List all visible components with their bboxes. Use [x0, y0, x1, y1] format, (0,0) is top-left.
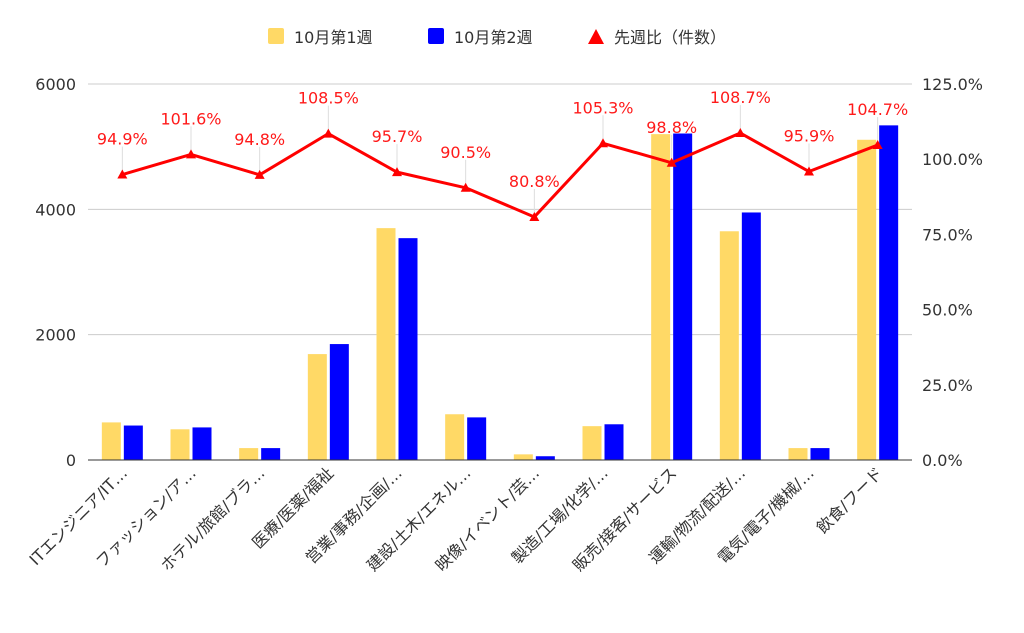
bar-1 [445, 414, 465, 460]
y-right-tick-label: 100.0% [922, 150, 983, 169]
bar-2 [535, 456, 555, 460]
ratio-data-label: 80.8% [509, 172, 560, 191]
ratio-data-label: 108.5% [298, 89, 359, 108]
ratio-data-label: 94.8% [234, 130, 285, 149]
axes: 0 2000 4000 6000 0.0% 25.0% 50.0% 75.0% 100.0% 12… [26, 75, 983, 575]
legend-label: 10月第2週 [454, 28, 533, 47]
bar-2 [329, 344, 349, 460]
ratio-line-series [117, 105, 883, 221]
bar-2 [604, 424, 624, 460]
legend-swatch [588, 29, 604, 44]
ratio-point [804, 166, 814, 176]
ratio-data-label: 105.3% [572, 98, 633, 117]
bar-2 [673, 133, 693, 461]
ratio-point [529, 211, 540, 221]
ratio-data-label: 98.8% [646, 118, 697, 137]
ratio-point [460, 182, 471, 192]
bar-2 [467, 417, 487, 460]
ratio-point [186, 149, 196, 159]
y-right-tick-label: 75.0% [922, 225, 973, 244]
bar-2 [741, 212, 761, 460]
bar-1 [719, 231, 739, 460]
bar-2 [192, 427, 212, 460]
ratio-point [735, 128, 746, 138]
y-right-tick-label: 25.0% [922, 376, 973, 395]
bar-1 [307, 354, 327, 460]
ratio-point [117, 169, 128, 179]
data-labels: 94.9% 101.6% 94.8% 108.5% 95.7% 90.5% 80.8% 105… [97, 88, 908, 191]
ratio-data-label: 108.7% [710, 88, 771, 107]
y-right-tick-label: 0.0% [922, 451, 963, 470]
bar-1 [857, 139, 877, 461]
ratio-data-label: 95.9% [784, 127, 835, 146]
y-right-tick-label: 125.0% [922, 75, 983, 94]
ratio-point [323, 128, 334, 138]
ratio-point [598, 138, 608, 148]
bar-1 [788, 448, 808, 460]
legend-swatch [428, 28, 444, 44]
bar-2 [810, 448, 830, 460]
bar-1 [651, 134, 671, 460]
ratio-point [666, 157, 677, 167]
bar-2 [123, 425, 143, 460]
bar-1 [582, 426, 602, 460]
legend-label: 先週比（件数） [614, 28, 726, 47]
ratio-point [872, 140, 883, 150]
ratio-point [392, 167, 402, 177]
bar-1 [239, 448, 259, 460]
ratio-data-label: 94.9% [97, 130, 148, 149]
ratio-data-label: 104.7% [847, 100, 908, 119]
ratio-data-label: 90.5% [440, 143, 491, 162]
ratio-data-label: 101.6% [160, 109, 221, 128]
bar-2 [398, 238, 418, 460]
legend-label: 10月第1週 [294, 28, 373, 47]
legend-swatch [268, 28, 284, 44]
bar-2 [879, 125, 899, 461]
bar-1 [101, 422, 121, 460]
y-right-tick-label: 50.0% [922, 301, 973, 320]
bar-2 [261, 448, 281, 460]
x-category-label: 飲食/フード [813, 463, 887, 537]
ratio-line [121, 131, 879, 219]
bars [101, 125, 899, 461]
y-left-tick-label: 2000 [35, 326, 76, 345]
bar-1 [170, 429, 190, 460]
bar-1 [376, 228, 396, 460]
legend: 10月第1週 10月第2週 先週比（件数） [268, 28, 726, 47]
y-left-tick-label: 6000 [35, 75, 76, 94]
bar-1 [513, 454, 533, 460]
y-left-tick-label: 0 [66, 451, 76, 470]
ratio-point [254, 169, 265, 179]
gridlines [88, 83, 912, 336]
ratio-data-label: 95.7% [372, 127, 423, 146]
y-left-tick-label: 4000 [35, 200, 76, 219]
